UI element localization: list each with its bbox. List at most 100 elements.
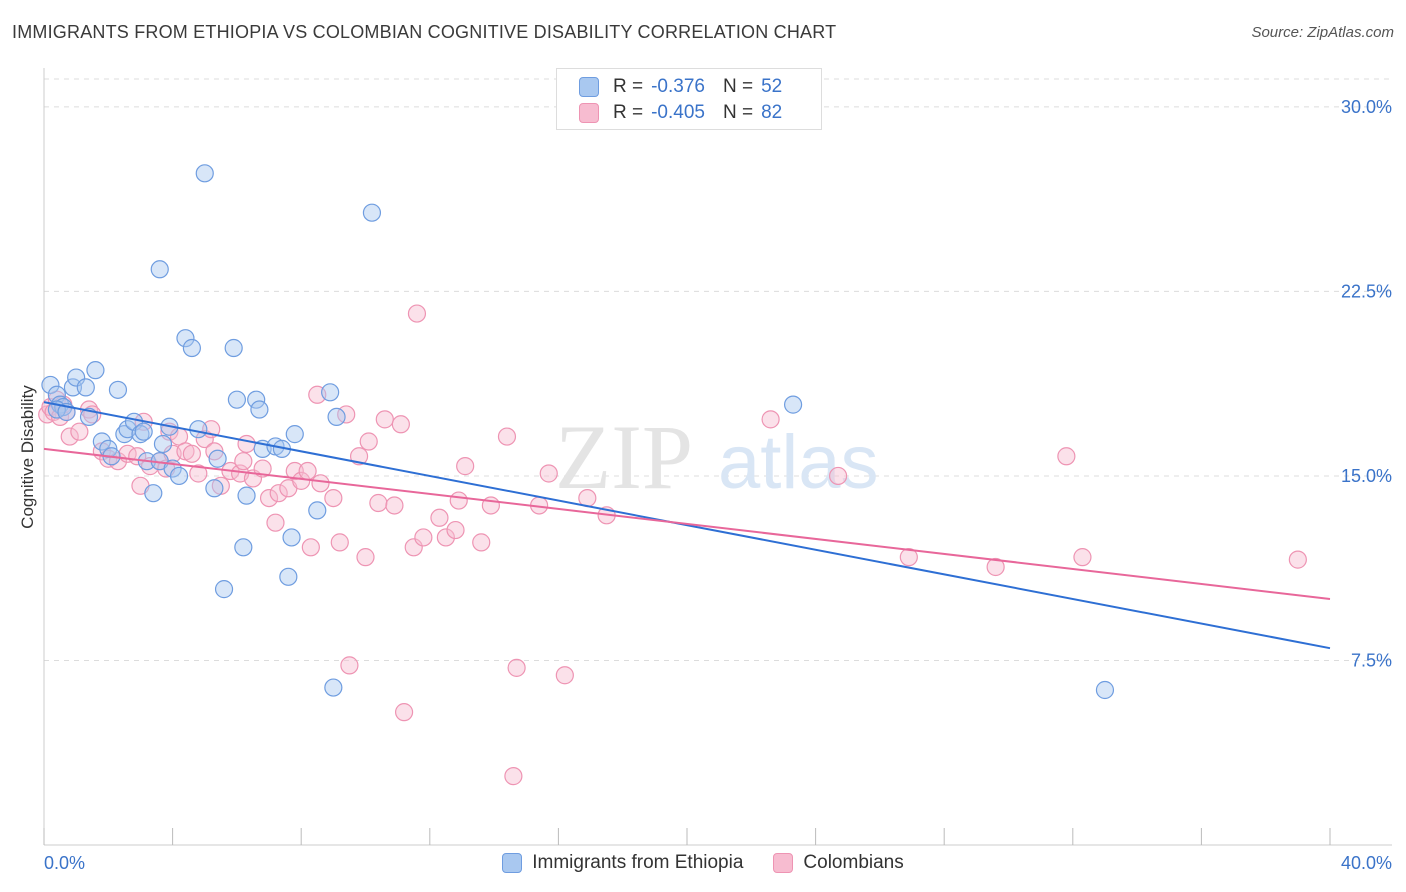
colombians-swatch [579,103,599,123]
ethiopia-point [208,449,227,468]
colombians-point [555,666,574,685]
colombians-point [414,528,433,547]
legend-ethiopia-swatch [502,853,523,873]
ethiopia-swatch [579,77,599,97]
x-tick-label-min: 0.0% [44,853,85,873]
colombians-point [497,427,517,446]
chart-title: IMMIGRANTS FROM ETHIOPIA VS COLOMBIAN CO… [12,22,837,42]
colombians-point [340,656,359,675]
colombians-point [385,496,404,515]
colombians-point [330,533,349,552]
colombians-point [507,658,526,677]
watermark-atlas: atlas [718,420,879,505]
ethiopia-point [324,678,343,697]
colombians-point [829,466,848,486]
colombians-point [391,415,410,434]
colombians-point [237,434,256,454]
colombians-point [301,538,320,557]
colombians-point [195,429,214,449]
ethiopia-point [237,486,256,505]
colombians-point [430,508,449,527]
colombians-point [285,461,304,481]
y-tick-label: 22.5% [1341,281,1392,301]
ethiopia-r-label: R = [613,76,644,97]
colombians-n-value: 82 [761,102,783,123]
ethiopia-point [362,203,382,222]
ethiopia-trend-line [43,401,1331,650]
ethiopia-point [67,368,86,387]
ethiopia-point [150,260,169,279]
y-axis-label: Cognitive Disability [18,385,37,529]
ethiopia-point [327,407,346,427]
colombians-point [539,464,558,483]
colombians-trend-line [43,447,1331,600]
ethiopia-point [214,580,234,599]
colombians-point [189,464,208,483]
colombians-point [436,528,455,547]
colombians-point [369,493,388,513]
ethiopia-point [76,378,95,397]
ethiopia-r-value: -0.376 [651,76,705,97]
colombians-r-value: -0.405 [651,102,705,123]
colombians-point [234,452,253,471]
colombians-point [986,557,1005,577]
colombians-point [404,538,423,557]
colombians-n-label: N = [722,102,754,123]
colombians-point [394,703,414,722]
ethiopia-point [189,420,208,439]
legend-item-colombians[interactable]: Colombians [773,852,904,874]
ethiopia-point [79,407,99,427]
y-tick-label: 15.0% [1341,466,1392,486]
ethiopia-point [285,425,304,444]
legend-ethiopia-label: Immigrants from Ethiopia [532,852,744,873]
colombians-point [761,410,780,429]
colombians-point [899,548,918,567]
colombians-point [182,444,201,463]
colombians-point [472,533,491,552]
colombians-point [456,457,475,476]
colombians-point [1288,550,1307,569]
ethiopia-point [176,329,195,348]
colombians-point [375,410,394,429]
ethiopia-point [247,390,266,409]
colombians-point [259,488,279,508]
ethiopia-point [131,425,150,444]
colombians-point [1073,548,1092,567]
colombians-point [359,432,378,451]
colombians-point [504,767,523,786]
colombians-point [449,491,468,510]
colombians-point [266,513,285,532]
ethiopia-point [308,501,327,520]
colombians-r-label: R = [613,102,644,123]
legend-colombians-swatch [773,853,794,873]
legend-colombians-label: Colombians [803,852,904,873]
stats-legend: R = -0.376 N = 52 R = -0.405 N = 82 [556,68,822,130]
legend-item-ethiopia[interactable]: Immigrants from Ethiopia [502,852,743,874]
ethiopia-point [1095,680,1115,700]
stats-row-colombians: R = -0.405 N = 82 [579,100,782,126]
colombians-point [324,488,343,508]
y-tick-label: 30.0% [1341,97,1392,117]
ethiopia-point [41,375,60,395]
colombians-point [407,304,427,323]
colombians-point [70,422,89,441]
colombians-point [349,447,369,466]
ethiopia-point [227,390,246,409]
stats-row-ethiopia: R = -0.376 N = 52 [579,74,782,100]
ethiopia-n-value: 52 [761,76,783,97]
ethiopia-point [134,422,153,441]
ethiopia-point [144,484,163,503]
colombians-point [446,520,465,540]
ethiopia-point [321,383,340,402]
ethiopia-point [153,434,173,454]
colombians-point [1057,447,1076,466]
ethiopia-point [182,338,201,358]
ethiopia-point [92,432,111,451]
gridlines [44,78,1392,661]
watermark: ZIP atlas [555,406,879,508]
ethiopia-point [115,425,134,444]
colombians-points [38,304,1307,786]
ethiopia-point [250,400,269,419]
ethiopia-point [108,380,128,399]
